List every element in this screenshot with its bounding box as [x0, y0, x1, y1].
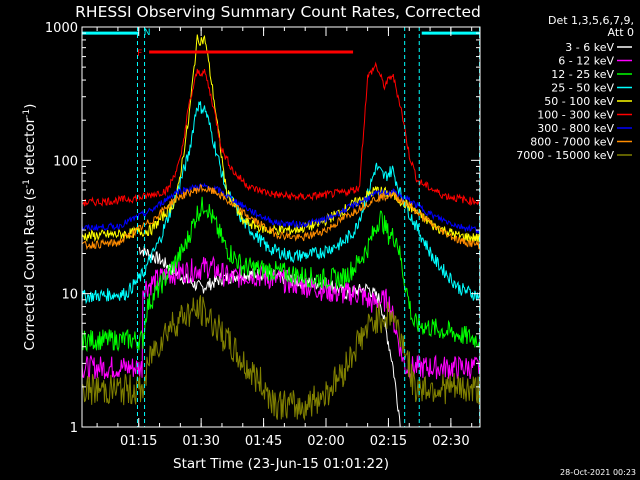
y-tick-label: 1000 — [45, 21, 78, 36]
series-line — [82, 182, 480, 235]
legend-label: 3 - 6 keV — [565, 41, 614, 54]
series-line — [82, 184, 480, 251]
legend-label: 800 - 7000 keV — [530, 136, 614, 149]
axis-layer: N F 1 10 100 1000 01:15 01:30 01:45 02:00 02:15 02:… — [45, 21, 480, 449]
legend-label: 50 - 100 keV — [544, 95, 614, 108]
x-axis-label: Start Time (23-Jun-15 01:01:22) — [173, 456, 389, 472]
x-tick-label: 01:45 — [245, 434, 282, 449]
y-label-part: Corrected Count Rate (s — [22, 188, 38, 350]
y-label-part: detector — [22, 117, 38, 179]
legend-label: 25 - 50 keV — [551, 82, 614, 95]
y-tick-label: 1 — [70, 421, 78, 436]
legend-label: 100 - 300 keV — [537, 109, 614, 122]
series-line — [138, 246, 401, 427]
n-annotation-label: N — [144, 28, 151, 38]
legend-label: 12 - 25 keV — [551, 68, 614, 81]
series-line — [82, 34, 480, 243]
series-layer — [82, 34, 480, 427]
x-tick-label: 02:00 — [307, 434, 344, 449]
chart-title: RHESSI Observing Summary Count Rates, Co… — [75, 3, 481, 21]
series-line — [82, 255, 480, 380]
legend-header: Det 1,3,5,6,7,9, — [548, 14, 634, 27]
timestamp-label: 28-Oct-2021 00:23 — [560, 468, 636, 477]
y-label-superscript: -1 — [22, 109, 32, 118]
series-line — [82, 61, 480, 207]
y-label-superscript: -1 — [22, 179, 32, 188]
legend-label: 6 - 12 keV — [558, 55, 614, 68]
y-label-part: ) — [22, 104, 38, 109]
series-line — [82, 101, 480, 305]
y-tick-label: 10 — [61, 288, 78, 303]
y-axis-label: Corrected Count Rate (s-1 detector-1) — [22, 104, 38, 351]
x-tick-label: 02:30 — [432, 434, 469, 449]
legend-label: 300 - 800 keV — [537, 122, 614, 135]
legend-header: Att 0 — [608, 26, 634, 39]
x-tick-label: 02:15 — [370, 434, 407, 449]
plot-frame — [81, 26, 481, 428]
series-line — [82, 295, 480, 421]
x-tick-label: 01:15 — [120, 434, 157, 449]
f-annotation-label: F — [137, 49, 142, 59]
y-tick-label: 100 — [53, 154, 78, 169]
series-line — [82, 196, 480, 353]
x-tick-label: 01:30 — [182, 434, 219, 449]
legend-label: 7000 - 15000 keV — [516, 149, 614, 162]
